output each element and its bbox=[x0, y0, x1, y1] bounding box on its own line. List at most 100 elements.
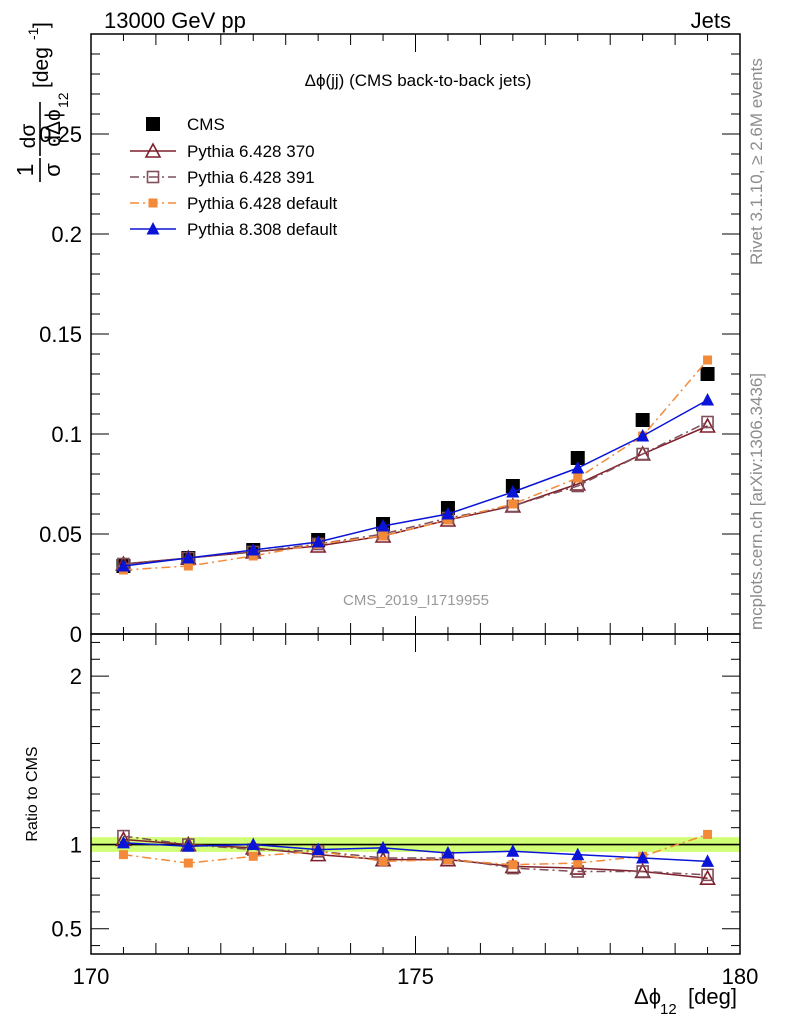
ratio-y-tick-label: 0.5 bbox=[51, 917, 82, 942]
rivet-version-note: Rivet 3.1.10, ≥ 2.6M events bbox=[747, 58, 766, 265]
ratio-point-pythia-8-308-default bbox=[571, 847, 585, 861]
main-line-pythia-6-428-391 bbox=[123, 421, 708, 565]
main-point-pythia-6-428-370 bbox=[699, 417, 716, 433]
main-y-axis-label: 1 σ dσ dΔϕ 12 [deg -1 ] bbox=[12, 22, 71, 182]
ratio-point-pythia-6-428-default bbox=[508, 860, 518, 870]
main-point-pythia-8-308-default bbox=[636, 429, 650, 442]
svg-text:dσ: dσ bbox=[17, 124, 40, 149]
header-left-label: 13000 GeV pp bbox=[104, 8, 246, 33]
legend-item-cms: CMS bbox=[146, 115, 225, 134]
svg-text:[deg: [deg bbox=[30, 47, 53, 88]
main-series-pythia-6-428-391 bbox=[117, 415, 714, 571]
svg-text:1: 1 bbox=[12, 164, 38, 177]
ratio-y-tick-label: 2 bbox=[70, 664, 82, 689]
ratio-point-pythia-6-428-default bbox=[573, 858, 583, 868]
main-plot-title: Δϕ(jj) (CMS back-to-back jets) bbox=[305, 71, 532, 90]
main-point-pythia-8-308-default bbox=[441, 507, 455, 520]
mcplots-reference-note: mcplots.cern.ch [arXiv:1306.3436] bbox=[747, 373, 766, 630]
main-point-pythia-6-428-default bbox=[573, 473, 583, 483]
main-y-tick-label: 0.15 bbox=[39, 322, 82, 347]
svg-text:12: 12 bbox=[660, 1001, 677, 1018]
legend-item-pythia-6-428-370: Pythia 6.428 370 bbox=[130, 142, 315, 161]
main-panel: 0 0.05 0.1 0.15 0.2 0.25 Δϕ(jj) (CMS back-to-… bbox=[12, 22, 741, 647]
ratio-series-pythia-8-308-default bbox=[116, 835, 715, 867]
main-point-pythia-8-308-default bbox=[571, 461, 585, 474]
ratio-line-pythia-6-428-default bbox=[123, 833, 708, 866]
main-y-tick-label: 0.1 bbox=[51, 422, 82, 447]
svg-text:σ: σ bbox=[40, 163, 65, 177]
svg-text:12: 12 bbox=[55, 92, 71, 108]
legend-label: Pythia 6.428 370 bbox=[187, 142, 315, 161]
main-point-pythia-6-428-391 bbox=[701, 415, 714, 429]
ratio-point-pythia-8-308-default bbox=[506, 844, 520, 857]
main-point-pythia-6-428-391 bbox=[636, 447, 649, 461]
legend-label: CMS bbox=[187, 115, 225, 134]
main-line-pythia-8-308-default bbox=[123, 399, 708, 567]
main-y-tick-label: 0 bbox=[70, 622, 82, 647]
main-point-cms bbox=[570, 451, 585, 465]
ratio-point-pythia-8-308-default bbox=[636, 851, 650, 864]
ratio-line-pythia-6-428-370 bbox=[123, 838, 708, 879]
main-point-pythia-8-308-default bbox=[181, 551, 195, 564]
main-series-pythia-6-428-default bbox=[118, 355, 713, 575]
ratio-point-pythia-6-428-391 bbox=[636, 865, 649, 878]
svg-text:]: ] bbox=[30, 22, 53, 28]
svg-text:[deg]: [deg] bbox=[688, 984, 737, 1009]
ratio-plot-marks bbox=[91, 829, 740, 886]
main-series-cms bbox=[116, 367, 715, 573]
legend-item-pythia-6-428-391: Pythia 6.428 391 bbox=[130, 168, 315, 187]
ratio-point-pythia-6-428-370 bbox=[569, 859, 587, 875]
ratio-line-pythia-6-428-391 bbox=[123, 835, 708, 876]
main-y-tick-label: 0.2 bbox=[51, 222, 82, 247]
header-right-label: Jets bbox=[691, 8, 731, 33]
main-point-pythia-6-428-default bbox=[248, 551, 258, 561]
legend-marker bbox=[146, 117, 160, 131]
legend: CMS Pythia 6.428 370 Pythia 6.428 391 Pythi… bbox=[130, 115, 338, 239]
ratio-point-pythia-8-308-default bbox=[376, 840, 390, 854]
legend-marker bbox=[144, 142, 162, 158]
ratio-point-pythia-8-308-default bbox=[311, 842, 325, 856]
main-point-pythia-6-428-default bbox=[703, 355, 713, 365]
legend-label: Pythia 8.308 default bbox=[187, 220, 338, 239]
legend-label: Pythia 6.428 391 bbox=[187, 168, 315, 187]
x-tick-label: 180 bbox=[722, 964, 759, 989]
main-point-pythia-6-428-default bbox=[443, 515, 453, 525]
legend-marker bbox=[148, 198, 158, 208]
ratio-point-pythia-8-308-default bbox=[116, 835, 130, 849]
main-point-pythia-8-308-default bbox=[701, 393, 715, 406]
main-point-pythia-6-428-370 bbox=[569, 475, 587, 491]
main-y-tick-label: 0.05 bbox=[39, 522, 82, 547]
ratio-line-pythia-8-308-default bbox=[123, 842, 708, 863]
main-point-pythia-8-308-default bbox=[116, 559, 130, 572]
ratio-point-pythia-6-428-370 bbox=[699, 869, 716, 886]
main-point-pythia-6-428-default bbox=[378, 531, 388, 541]
main-plot-marks bbox=[115, 355, 716, 575]
ratio-point-pythia-8-308-default bbox=[181, 839, 195, 852]
x-tick-label: 170 bbox=[73, 964, 110, 989]
main-line-pythia-6-428-default bbox=[123, 359, 709, 571]
ratio-point-pythia-8-308-default bbox=[701, 854, 715, 867]
legend-item-pythia-6-428-default: Pythia 6.428 default bbox=[130, 194, 338, 213]
main-point-cms bbox=[700, 367, 715, 381]
legend-marker bbox=[146, 170, 160, 184]
ratio-axis-ticks: 0.5 1 2 170 175 180 bbox=[51, 634, 758, 989]
ratio-point-pythia-6-428-default bbox=[248, 851, 258, 861]
legend-label: Pythia 6.428 default bbox=[187, 194, 338, 213]
main-point-pythia-8-308-default bbox=[246, 543, 260, 556]
legend-marker bbox=[146, 222, 160, 235]
main-point-pythia-6-428-default bbox=[508, 499, 518, 509]
ratio-point-pythia-6-428-391 bbox=[701, 868, 714, 882]
ratio-panel-frame bbox=[90, 633, 741, 955]
ratio-y-axis-label: Ratio to CMS bbox=[24, 746, 41, 841]
ratio-y-tick-label: 1 bbox=[70, 833, 82, 858]
ratio-point-pythia-6-428-default bbox=[378, 856, 388, 866]
ratio-point-pythia-6-428-default bbox=[443, 855, 453, 865]
svg-text:Δϕ: Δϕ bbox=[634, 984, 661, 1009]
svg-text:-1: -1 bbox=[25, 27, 41, 40]
ratio-point-pythia-6-428-default bbox=[183, 858, 193, 868]
legend-item-pythia-8-308-default: Pythia 8.308 default bbox=[130, 220, 338, 239]
ratio-point-pythia-6-428-default bbox=[118, 850, 128, 860]
main-series-pythia-6-428-370 bbox=[115, 417, 716, 571]
